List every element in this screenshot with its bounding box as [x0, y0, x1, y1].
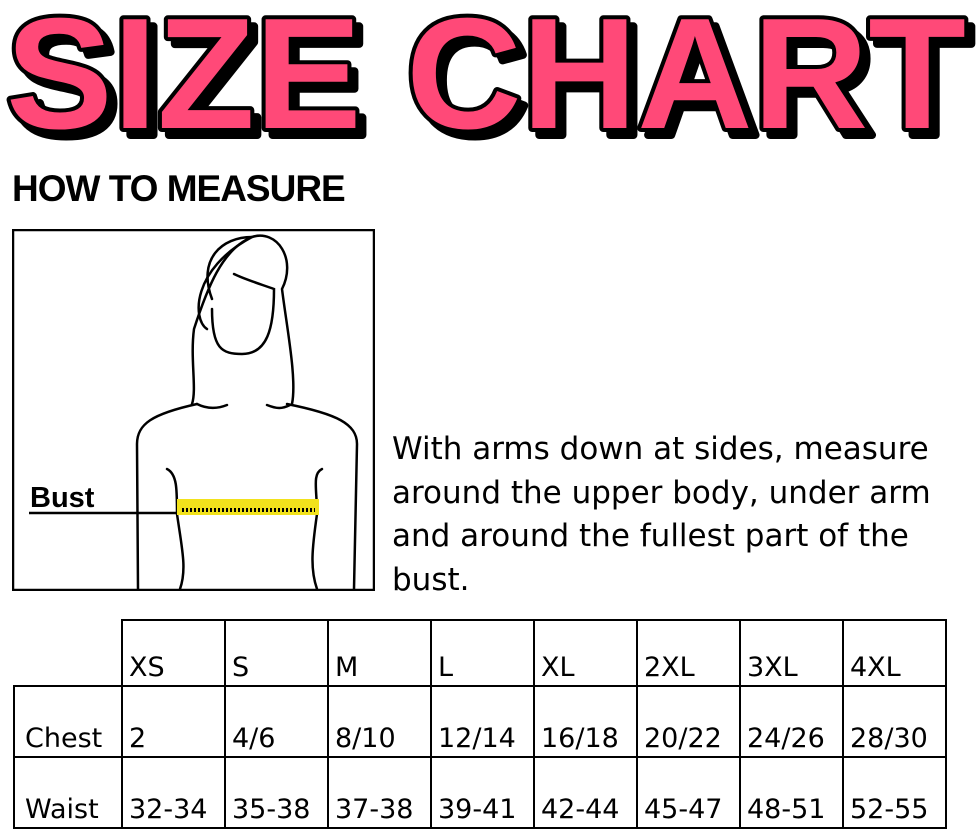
table-cell: 48-51: [739, 756, 844, 829]
table-cell: 4/6: [224, 685, 329, 758]
row-label: Waist: [13, 756, 123, 829]
size-header: M: [327, 619, 432, 687]
table-cell: 20/22: [636, 685, 741, 758]
table-cell: 8/10: [327, 685, 432, 758]
table-row-chest: Chest 2 4/6 8/10 12/14 16/18 20/22 24/26…: [13, 685, 947, 758]
size-chart-title: SIZE CHART: [2, 0, 970, 150]
right-shoulder: [285, 402, 359, 591]
face: [210, 272, 276, 356]
table-cell: 2: [121, 685, 226, 758]
table-cell: 52-55: [842, 756, 947, 829]
bust-label: Bust: [30, 482, 95, 514]
how-to-measure-heading: HOW TO MEASURE: [12, 168, 346, 209]
table-cell: 28/30: [842, 685, 947, 758]
measure-figure: Bust: [12, 229, 375, 591]
size-header: 2XL: [636, 619, 741, 687]
table-cell: 35-38: [224, 756, 329, 829]
hair-left: [190, 235, 253, 406]
table-cell: 42-44: [533, 756, 638, 829]
table-row-waist: Waist 32-34 35-38 37-38 39-41 42-44 45-4…: [13, 756, 947, 829]
title-text: SIZE CHART: [6, 0, 966, 150]
table-cell: 37-38: [327, 756, 432, 829]
size-header: XS: [121, 619, 226, 687]
left-shoulder: [135, 402, 199, 591]
row-label: Chest: [13, 685, 123, 758]
table-cell: 12/14: [430, 685, 535, 758]
size-header: S: [224, 619, 329, 687]
size-header: XL: [533, 619, 638, 687]
size-header: 3XL: [739, 619, 844, 687]
table-cell: 24/26: [739, 685, 844, 758]
measuring-tape: [177, 499, 319, 515]
table-cell: 45-47: [636, 756, 741, 829]
size-table: XS S M L XL 2XL 3XL 4XL Chest 2 4/6 8/10…: [13, 619, 947, 829]
size-header-row: XS S M L XL 2XL 3XL 4XL: [14, 619, 947, 687]
table-cell: 39-41: [430, 756, 535, 829]
measure-instructions: With arms down at sides, measure around …: [392, 431, 931, 598]
hair-right: [197, 234, 295, 406]
table-cell: 32-34: [121, 756, 226, 829]
size-header: L: [430, 619, 535, 687]
table-cell: 16/18: [533, 685, 638, 758]
size-header: 4XL: [842, 619, 947, 687]
